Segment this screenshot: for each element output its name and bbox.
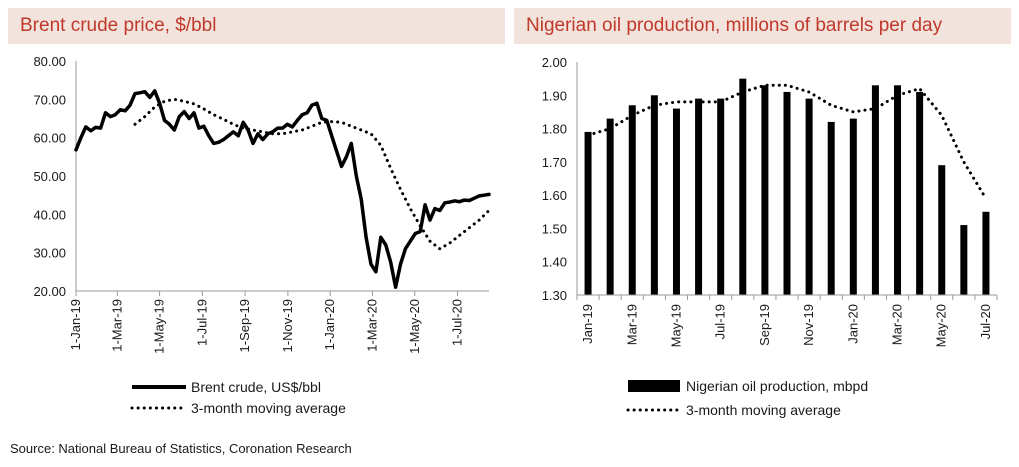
- production-bar: [938, 165, 946, 295]
- x-tick-label: 1-May-20: [407, 299, 422, 354]
- nigerian-oil-production-chart: 1.30 1.40 1.50 1.60 1.70 1.80 1.90 2.00 Jan-19 Ma…: [542, 55, 998, 418]
- production-bar: [717, 98, 725, 295]
- x-tick-label: 1-Jan-20: [322, 299, 337, 350]
- legend-brent-ma-label: 3-month moving average: [191, 400, 346, 416]
- production-bar: [650, 95, 658, 296]
- production-bar: [960, 225, 968, 295]
- x-tick-label: 1-Sep-19: [237, 299, 252, 352]
- production-bar: [761, 85, 769, 295]
- y-tick-label: 1.90: [542, 88, 567, 103]
- production-bar: [827, 121, 835, 296]
- production-bar: [916, 91, 924, 295]
- y-tick-label: 1.60: [542, 188, 567, 203]
- production-bar: [739, 78, 747, 295]
- brent-moving-average-line: [133, 97, 491, 251]
- x-tick-label: 1-Nov-19: [280, 299, 295, 352]
- production-moving-average-line: [586, 83, 988, 200]
- y-tick-label: 70.00: [33, 92, 66, 107]
- production-bar: [982, 211, 990, 295]
- production-bar: [628, 105, 636, 295]
- x-tick-label: 1-May-19: [152, 299, 167, 354]
- x-tick-label: May-19: [668, 304, 683, 347]
- production-bar: [584, 131, 592, 295]
- x-tick-label: 1-Mar-20: [364, 299, 379, 352]
- production-bar: [695, 98, 703, 295]
- y-tick-label: 1.50: [542, 221, 567, 236]
- left-chart-title: Brent crude price, $/bbl: [8, 8, 505, 44]
- legend-production-label: Nigerian oil production, mbpd: [686, 378, 868, 394]
- x-tick-label: Jan-19: [580, 304, 595, 344]
- y-tick-label: 50.00: [33, 169, 66, 184]
- production-bar: [894, 85, 902, 295]
- legend-production-swatch: [628, 380, 680, 392]
- x-tick-label: Mar-20: [890, 304, 905, 345]
- y-tick-label: 60.00: [33, 131, 66, 146]
- y-tick-label: 1.40: [542, 255, 567, 270]
- right-chart-title: Nigerian oil production, millions of bar…: [514, 8, 1011, 44]
- y-tick-label: 1.70: [542, 155, 567, 170]
- x-tick-label: Jul-19: [713, 304, 728, 339]
- y-tick-label: 1.80: [542, 122, 567, 137]
- x-tick-label: Sep-19: [757, 304, 772, 346]
- y-tick-label: 30.00: [33, 246, 66, 261]
- production-bar: [783, 91, 791, 295]
- x-tick-label: 1-Mar-19: [109, 299, 124, 352]
- x-tick-label: 1-Jan-19: [68, 299, 83, 350]
- y-tick-label: 20.00: [33, 284, 66, 299]
- x-tick-label: Nov-19: [801, 304, 816, 346]
- y-tick-label: 2.00: [542, 55, 567, 70]
- x-tick-label: 1-Jul-20: [450, 299, 465, 346]
- y-tick-label: 80.00: [33, 54, 66, 69]
- production-bar: [849, 118, 857, 295]
- x-tick-label: Mar-19: [624, 304, 639, 345]
- x-tick-label: May-20: [934, 304, 949, 347]
- production-bar: [871, 85, 879, 295]
- brent-crude-chart: 20.00 30.00 40.00 50.00 60.00 70.00 80.00 1-Jan…: [33, 54, 491, 416]
- production-bar: [606, 118, 614, 295]
- x-tick-label: Jul-20: [978, 304, 993, 339]
- production-bar: [672, 108, 680, 295]
- y-tick-label: 40.00: [33, 207, 66, 222]
- legend-brent-label: Brent crude, US$/bbl: [191, 379, 321, 395]
- y-tick-label: 1.30: [542, 288, 567, 303]
- x-tick-label: 1-Jul-19: [194, 299, 209, 346]
- brent-crude-line: [74, 89, 491, 289]
- legend-production-ma-label: 3-month moving average: [686, 402, 841, 418]
- x-tick-label: Jan-20: [845, 304, 860, 344]
- production-bar: [805, 98, 813, 295]
- source-note: Source: National Bureau of Statistics, C…: [10, 441, 352, 456]
